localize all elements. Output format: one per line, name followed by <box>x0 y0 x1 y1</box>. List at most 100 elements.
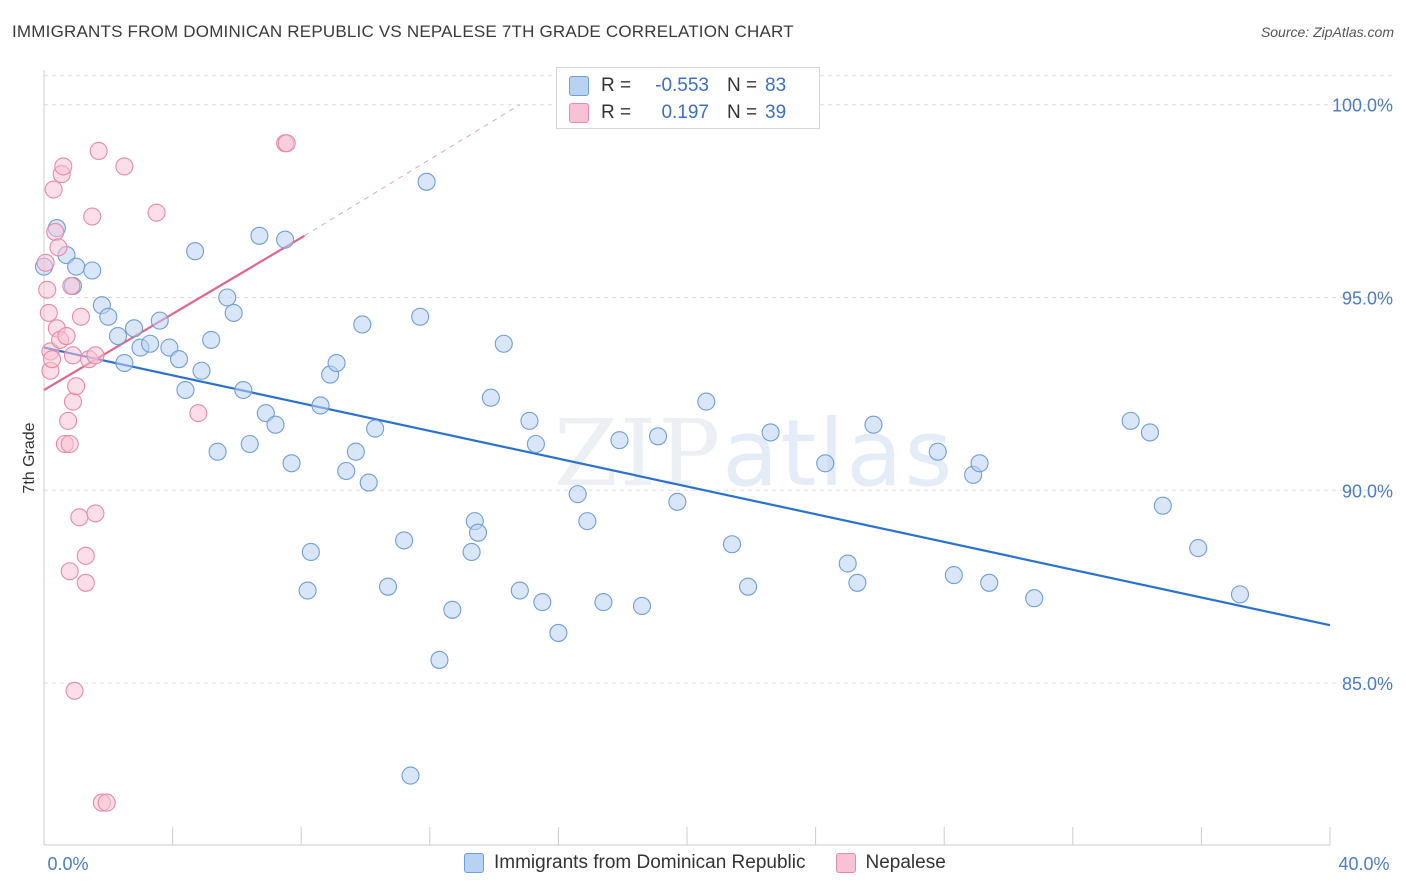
point-dominican <box>353 315 372 334</box>
legend-r-label: R = <box>601 75 632 96</box>
chart-title: IMMIGRANTS FROM DOMINICAN REPUBLIC VS NE… <box>12 22 794 41</box>
point-nepalese <box>70 508 89 527</box>
point-dominican <box>864 415 883 434</box>
point-nepalese <box>60 562 79 581</box>
point-dominican <box>848 573 867 592</box>
point-dominican <box>928 442 947 461</box>
point-dominican <box>462 542 481 562</box>
point-dominican <box>202 330 221 349</box>
point-nepalese <box>189 404 208 423</box>
point-dominican <box>186 242 205 261</box>
point-dominican <box>124 319 144 338</box>
point-dominican <box>632 596 652 615</box>
legend-n-label: N = <box>727 75 758 96</box>
point-dominican <box>169 350 189 369</box>
point-nepalese <box>46 222 65 241</box>
point-nepalese <box>63 346 82 365</box>
point-dominican <box>359 473 378 492</box>
point-nepalese <box>42 350 62 369</box>
point-nepalese <box>62 276 81 295</box>
legend-row-nepalese: R = 0.197 N = 39 <box>569 101 786 125</box>
point-nepalese <box>39 303 58 322</box>
point-dominican <box>256 404 275 423</box>
point-dominican <box>176 380 195 400</box>
point-dominican <box>240 434 259 454</box>
point-dominican <box>1121 411 1140 430</box>
point-dominican <box>526 434 545 454</box>
point-nepalese <box>54 157 73 176</box>
watermark-atlas: atlas <box>722 400 955 507</box>
point-dominican <box>944 566 963 585</box>
point-dominican <box>481 388 500 407</box>
legend-n-value: 39 <box>765 102 787 123</box>
y-tick-label: 90.0% <box>1342 481 1393 501</box>
tick-labels: 100.0% 95.0% 90.0% 85.0% 0.0% 40.0% 7th Grade <box>21 96 1393 874</box>
point-dominican <box>838 554 857 573</box>
data-points <box>34 134 1250 812</box>
point-dominican <box>980 573 999 592</box>
point-nepalese <box>60 434 79 454</box>
point-dominican <box>417 172 436 191</box>
point-dominican <box>67 257 86 276</box>
point-dominican <box>395 531 414 550</box>
point-dominican <box>346 442 365 461</box>
point-nepalese <box>76 573 95 592</box>
trend-line-dominican <box>43 346 1331 627</box>
point-dominican <box>697 392 716 411</box>
point-dominican <box>533 593 552 612</box>
point-dominican <box>739 577 758 596</box>
point-nepalese <box>76 546 95 565</box>
point-nepalese <box>83 207 102 226</box>
point-dominican <box>568 485 587 504</box>
point-nepalese <box>57 326 76 346</box>
point-dominican <box>1230 585 1250 604</box>
axes <box>43 70 1331 846</box>
legend-n-label: N = <box>727 102 758 123</box>
point-dominican <box>224 303 243 322</box>
point-nepalese <box>67 377 86 396</box>
point-dominican <box>578 512 597 531</box>
point-dominican <box>1140 423 1160 442</box>
point-dominican <box>301 542 320 562</box>
point-dominican <box>192 361 211 380</box>
point-nepalese <box>86 504 105 523</box>
legend-swatch-pink <box>569 103 589 123</box>
point-dominican <box>443 600 462 619</box>
point-dominican <box>160 338 179 357</box>
legend-swatch-pink <box>835 853 856 873</box>
legend-swatch-blue <box>569 76 589 96</box>
legend-r-value: 0.197 <box>661 102 709 123</box>
point-dominican <box>99 307 118 326</box>
y-tick-label: 85.0% <box>1342 674 1393 694</box>
point-dominican <box>722 535 742 554</box>
point-nepalese <box>65 681 84 700</box>
point-nepalese <box>36 253 55 272</box>
point-dominican <box>337 461 356 481</box>
point-dominican <box>649 427 668 446</box>
point-dominican <box>594 593 613 612</box>
point-nepalese <box>86 346 105 365</box>
point-dominican <box>411 307 430 326</box>
point-dominican <box>150 311 169 330</box>
point-dominican <box>327 353 346 373</box>
point-nepalese <box>63 392 82 411</box>
series-legend: Immigrants from Dominican Republic Nepal… <box>464 852 976 874</box>
point-nepalese <box>277 134 296 153</box>
point-dominican <box>668 492 687 511</box>
point-dominican <box>610 431 629 450</box>
point-dominican <box>970 454 989 473</box>
legend-r-value: -0.553 <box>655 75 709 96</box>
chart-source: Source: ZipAtlas.com <box>1260 24 1394 40</box>
point-dominican <box>378 577 398 596</box>
point-dominican <box>1025 589 1044 608</box>
point-dominican <box>1189 539 1208 558</box>
point-dominican <box>311 396 330 415</box>
grid-lines <box>44 75 1395 684</box>
x-tick-label: 0.0% <box>47 854 88 874</box>
point-dominican <box>298 581 317 600</box>
point-dominican <box>468 523 488 542</box>
point-dominican <box>276 230 295 249</box>
point-dominican <box>208 442 227 461</box>
point-dominican <box>115 353 134 373</box>
